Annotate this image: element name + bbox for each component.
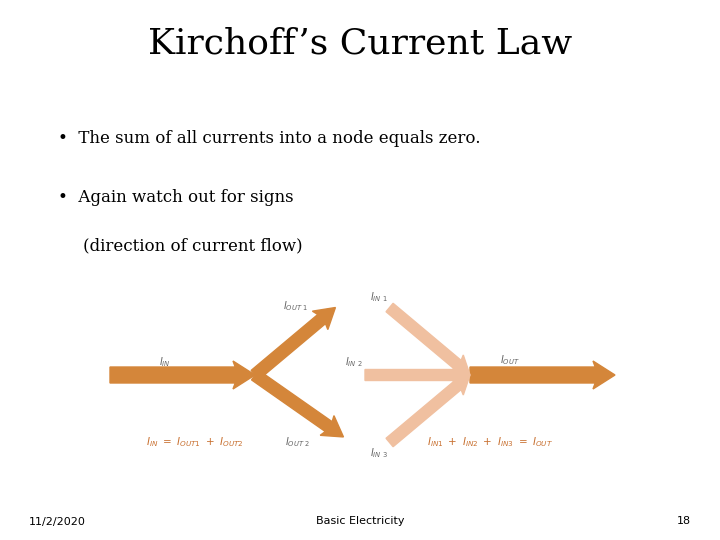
FancyArrow shape: [251, 370, 343, 437]
Text: (direction of current flow): (direction of current flow): [83, 238, 302, 254]
Text: 11/2/2020: 11/2/2020: [29, 516, 86, 526]
Text: $\mathit{I}_{IN\ 3}$: $\mathit{I}_{IN\ 3}$: [369, 447, 387, 460]
FancyArrow shape: [365, 364, 470, 386]
FancyArrow shape: [470, 361, 615, 389]
Text: Basic Electricity: Basic Electricity: [316, 516, 404, 526]
Text: $\mathit{I}_{IN\ 1}$: $\mathit{I}_{IN\ 1}$: [370, 289, 387, 303]
Text: •  Again watch out for signs: • Again watch out for signs: [58, 189, 293, 206]
FancyArrow shape: [251, 307, 336, 380]
Text: 18: 18: [677, 516, 691, 526]
FancyArrow shape: [110, 361, 255, 389]
FancyArrow shape: [386, 303, 470, 375]
Text: $\mathit{I}_{IN}\ =\ \mathit{I}_{OUT1}\ +\ \mathit{I}_{OUT2}$: $\mathit{I}_{IN}\ =\ \mathit{I}_{OUT1}\ …: [146, 435, 244, 449]
Text: Kirchoff’s Current Law: Kirchoff’s Current Law: [148, 27, 572, 61]
FancyArrow shape: [386, 375, 470, 447]
Text: $\mathit{I}_{OUT\ 1}$: $\mathit{I}_{OUT\ 1}$: [283, 299, 308, 313]
Text: •  The sum of all currents into a node equals zero.: • The sum of all currents into a node eq…: [58, 130, 480, 146]
Text: $\mathit{I}_{IN1}\ +\ \mathit{I}_{IN2}\ +\ \mathit{I}_{IN3}\ =\ \mathit{I}_{OUT}: $\mathit{I}_{IN1}\ +\ \mathit{I}_{IN2}\ …: [427, 435, 553, 449]
Text: $\mathit{I}_{OUT}$: $\mathit{I}_{OUT}$: [500, 353, 520, 367]
Text: $\mathit{I}_{OUT\ 2}$: $\mathit{I}_{OUT\ 2}$: [285, 435, 310, 449]
Text: $\mathit{I}_{IN}$: $\mathit{I}_{IN}$: [159, 355, 171, 369]
Text: $\mathit{I}_{IN\ 2}$: $\mathit{I}_{IN\ 2}$: [346, 355, 363, 369]
